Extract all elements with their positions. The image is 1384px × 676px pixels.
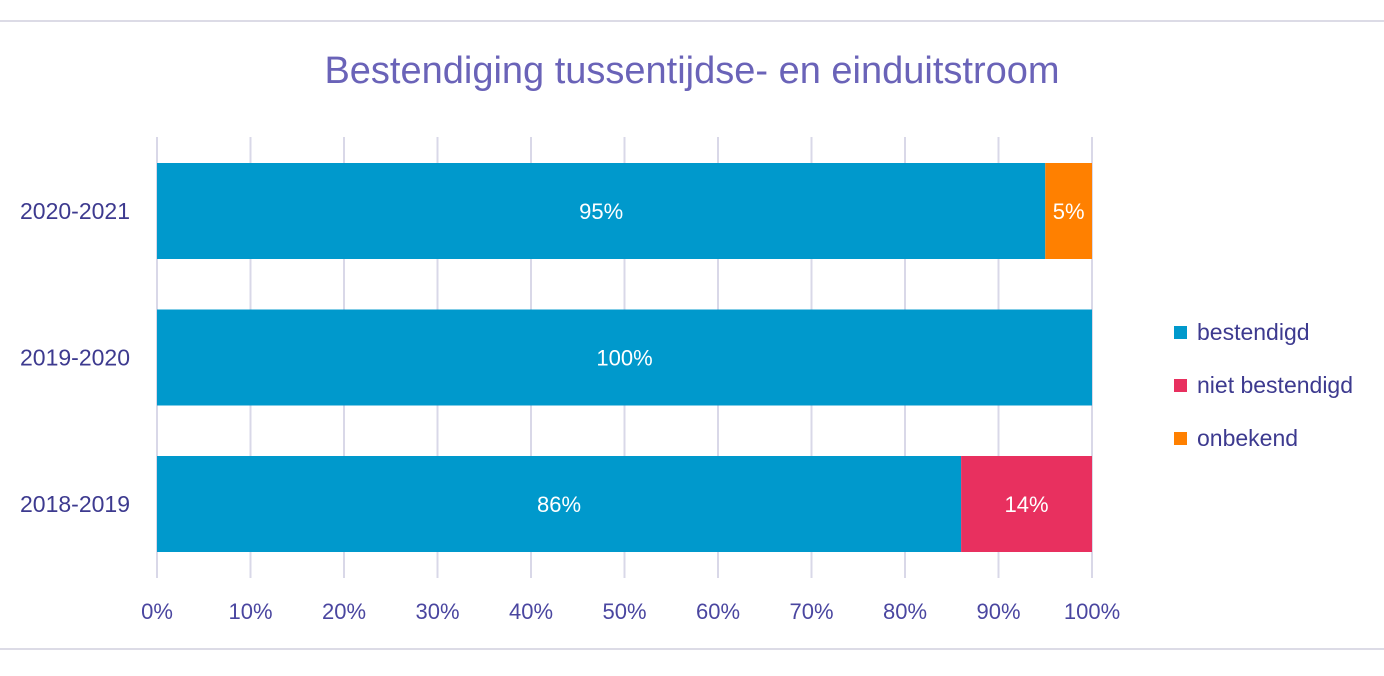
category-label-2019-2020: 2019-2020 <box>20 345 130 371</box>
legend-label-niet-bestendigd: niet bestendigd <box>1197 372 1354 398</box>
x-tick-label-5: 50% <box>602 599 646 624</box>
x-tick-label-7: 70% <box>789 599 833 624</box>
data-label-bestendigd-2018-2019: 86% <box>537 492 581 517</box>
x-tick-label-0: 0% <box>141 599 173 624</box>
bar-niet-bestendigd-2018-2019 <box>961 456 1092 552</box>
legend-label-onbekend: onbekend <box>1197 425 1299 451</box>
bar-bestendigd-2018-2019 <box>157 456 962 552</box>
legend-item-onbekend: onbekend <box>1174 412 1353 465</box>
x-tick-label-1: 10% <box>228 599 272 624</box>
x-tick-label-9: 90% <box>976 599 1020 624</box>
frame-top-line <box>0 20 1384 22</box>
data-label-niet-bestendigd-2018-2019: 14% <box>1005 492 1049 517</box>
bar-bestendigd-2019-2020 <box>157 309 1092 406</box>
category-label-2018-2019: 2018-2019 <box>20 491 130 517</box>
x-tick-label-3: 30% <box>415 599 459 624</box>
x-tick-label-4: 40% <box>509 599 553 624</box>
legend-item-bestendigd: bestendigd <box>1174 306 1353 359</box>
x-tick-label-6: 60% <box>696 599 740 624</box>
frame-bottom-line <box>0 648 1384 650</box>
legend-swatch-niet-bestendigd <box>1174 379 1187 392</box>
legend-swatch-onbekend <box>1174 432 1187 445</box>
legend: bestendigd niet bestendigd onbekend <box>1174 306 1353 465</box>
data-label-bestendigd-2019-2020: 100% <box>596 346 652 371</box>
chart-title: Bestendiging tussentijdse- en einduitstr… <box>324 50 1060 92</box>
x-tick-label-8: 80% <box>883 599 927 624</box>
legend-label-bestendigd: bestendigd <box>1197 319 1310 345</box>
legend-item-niet-bestendigd: niet bestendigd <box>1174 359 1353 412</box>
legend-swatch-bestendigd <box>1174 326 1187 339</box>
bar-bestendigd-2020-2021 <box>157 163 1046 259</box>
bar-onbekend-2020-2021 <box>1045 163 1092 259</box>
category-label-2020-2021: 2020-2021 <box>20 198 130 224</box>
data-label-bestendigd-2020-2021: 95% <box>579 199 623 224</box>
data-label-onbekend-2020-2021: 5% <box>1053 199 1085 224</box>
x-tick-label-10: 100% <box>1064 599 1120 624</box>
x-tick-label-2: 20% <box>322 599 366 624</box>
